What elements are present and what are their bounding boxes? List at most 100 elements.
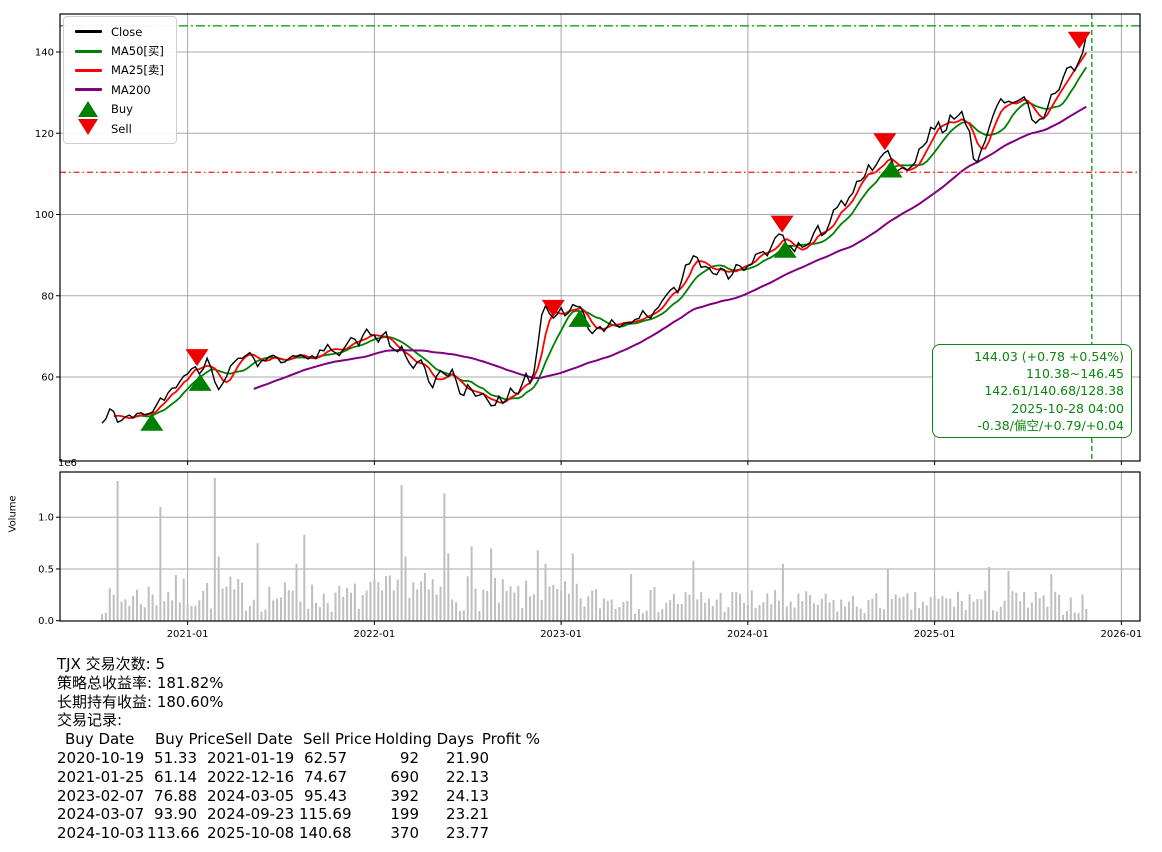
y-tick-label: 60 [41,373,54,384]
volume-bar [1069,597,1072,621]
volume-bar [606,600,609,621]
buy-marker [879,160,903,178]
y-tick-label: 0.0 [38,616,54,627]
volume-bar [758,605,761,621]
volume-bar [443,493,446,621]
volume-bar [350,592,352,621]
volume-bar [894,594,897,621]
volume-bar [1015,592,1018,621]
volume-bar [626,600,629,621]
table-row: 2021-01-25 61.14 2022-12-16 74.67 690 22.13 [57,768,540,787]
volume-bar [151,594,154,621]
volume-bar [715,599,718,621]
cell-sell-price: 140.68 [299,824,352,843]
volume-bar [770,604,773,621]
volume-axis-title: Volume [7,495,19,533]
volume-bar [813,603,815,621]
volume-bar [369,581,372,621]
volume-bar [1007,571,1010,621]
volume-bar [980,599,983,621]
trade-records-label: 交易记录: [57,711,123,730]
volume-bar [182,578,185,621]
volume-bar [731,591,734,621]
volume-bar [840,599,843,621]
cell-holding-days: 199 [390,805,419,824]
volume-bar [855,606,858,621]
volume-bar [941,595,944,621]
volume-bar [704,602,707,621]
volume-bar [575,583,578,621]
volume-bar [392,590,395,621]
volume-bar [423,572,426,621]
volume-bar [1077,613,1080,621]
volume-bar [1003,600,1006,621]
y-tick-label: 140 [35,48,54,59]
col-sell-date: Sell Date [225,730,293,749]
annotation-signal-line: -0.38/偏空/+0.79/+0.04 [977,417,1124,433]
volume-bar [178,602,181,621]
volume-bar [213,477,216,621]
volume-bar [513,592,516,621]
volume-bar [365,590,368,621]
volume-bar [260,611,263,621]
volume-bar [988,566,991,621]
volume-bar [933,595,936,621]
volume-bar [1085,609,1088,621]
ma25-line-swatch [72,68,104,72]
legend-label: Buy [111,102,133,117]
volume-bar [1058,594,1061,621]
volume-axes-spine [59,471,1141,622]
trade-count-line: TJX 交易次数: 5 [57,655,165,673]
volume-bar [949,598,952,621]
volume-bar [540,599,543,621]
volume-bar [560,591,563,621]
volume-bar [427,589,430,621]
volume-bar [237,578,240,621]
volume-bar [1027,607,1029,621]
volume-bar [739,593,742,621]
volume-bar [645,610,648,621]
volume-bar [610,599,613,621]
legend-label: MA25[卖] [111,63,164,78]
volume-bar [669,600,672,621]
cell-sell-price: 62.57 [304,748,347,767]
strategy-return-line: 策略总收益率: 181.82% [57,673,224,692]
volume-bar [723,611,726,621]
volume-bar [116,481,119,621]
volume-bar [120,601,123,621]
volume-bar [385,576,387,621]
price-axes-spine [59,13,1141,462]
volume-bar [809,595,812,621]
volume-bar [159,506,162,621]
volume-bar [486,591,489,621]
volume-bar [750,590,753,621]
volume-bar [525,580,528,621]
volume-bar [221,588,224,621]
legend-label: Sell [111,121,132,136]
y-tick-label: 120 [35,129,54,140]
volume-bar [945,598,948,621]
volume-bar [653,587,656,621]
volume-bar [1034,591,1037,621]
volume-bar [396,579,399,621]
volume-bar [875,593,878,621]
volume-bar [532,594,535,621]
volume-bar [692,560,695,621]
legend-label: MA50[买] [111,44,164,59]
buy-marker [773,240,797,258]
volume-bar [322,593,325,621]
volume-bar [793,607,796,621]
legend-label: MA200 [111,82,151,97]
volume-bar [536,550,539,621]
volume-bar [245,610,247,621]
table-row: 2024-10-03 113.66 2025-10-08 140.68 370 23.77 [57,824,540,843]
volume-bar [863,613,866,621]
volume-bar [688,594,691,621]
volume-bar [964,610,967,621]
cell-holding-days: 370 [390,824,419,843]
volume-bar [268,586,271,621]
volume-bar [373,578,376,621]
volume-bar [225,586,228,621]
volume-bar [353,583,356,621]
